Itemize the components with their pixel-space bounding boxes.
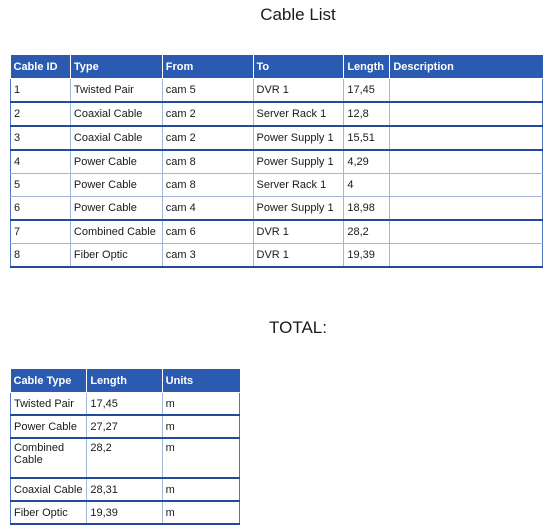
cell-cable-type[interactable]: Coaxial Cable (9, 477, 88, 502)
cell-from[interactable]: cam 5 (161, 78, 254, 103)
cell-cable-type[interactable]: Power Cable (9, 414, 88, 439)
cell-length[interactable]: 17,45 (343, 78, 391, 103)
cell-type[interactable]: Coaxial Cable (69, 125, 163, 151)
cell-to[interactable]: Power Supply 1 (252, 196, 345, 221)
cell-length[interactable]: 27,27 (86, 414, 163, 439)
page-title: Cable List (260, 5, 336, 24)
cell-units[interactable]: m (161, 414, 241, 439)
table-row: Fiber Optic 19,39 m (9, 500, 241, 525)
column-header-length: Length (343, 55, 391, 79)
column-header-type: Type (70, 55, 163, 79)
cell-cable-type[interactable]: Twisted Pair (9, 392, 88, 416)
cell-type[interactable]: Fiber Optic (69, 243, 163, 268)
cell-type[interactable]: Power Cable (69, 173, 163, 197)
cell-length[interactable]: 28,2 (86, 437, 163, 479)
cell-cable-id[interactable]: 8 (10, 243, 71, 268)
column-header-to: To (253, 55, 345, 79)
table-row: 7 Combined Cable cam 6 DVR 1 28,2 (10, 219, 543, 244)
cell-units[interactable]: m (161, 477, 241, 502)
cell-type[interactable]: Coaxial Cable (69, 101, 163, 127)
cell-to[interactable]: Power Supply 1 (252, 125, 345, 151)
table-row: 3 Coaxial Cable cam 2 Power Supply 1 15,… (10, 125, 543, 151)
total-table-header-row: Cable Type Length Units (10, 369, 240, 393)
cell-description[interactable] (389, 173, 543, 197)
cell-from[interactable]: cam 3 (161, 243, 254, 268)
cell-units[interactable]: m (161, 437, 241, 479)
cell-type[interactable]: Power Cable (69, 149, 163, 174)
cell-description[interactable] (389, 243, 543, 268)
cell-length[interactable]: 12,8 (343, 101, 391, 127)
column-header-cable-type: Cable Type (10, 369, 88, 393)
table-row: Power Cable 27,27 m (9, 414, 241, 439)
total-title: TOTAL: (269, 318, 327, 337)
cell-cable-id[interactable]: 1 (10, 78, 71, 103)
table-row: 5 Power Cable cam 8 Server Rack 1 4 (10, 173, 543, 197)
table-row: Coaxial Cable 28,31 m (9, 477, 241, 502)
cell-type[interactable]: Combined Cable (69, 219, 163, 244)
column-header-cable-id: Cable ID (10, 55, 71, 79)
cell-description[interactable] (389, 149, 543, 174)
cell-description[interactable] (389, 78, 543, 103)
cell-length[interactable]: 4,29 (343, 149, 391, 174)
cell-length[interactable]: 15,51 (343, 125, 391, 151)
cell-type[interactable]: Twisted Pair (69, 78, 163, 103)
cell-cable-id[interactable]: 7 (10, 219, 71, 244)
column-header-units: Units (162, 369, 240, 393)
table-row: Twisted Pair 17,45 m (9, 392, 241, 416)
cell-type[interactable]: Power Cable (69, 196, 163, 221)
cell-from[interactable]: cam 4 (161, 196, 254, 221)
cell-description[interactable] (389, 219, 543, 244)
cell-description[interactable] (389, 196, 543, 221)
table-row: 2 Coaxial Cable cam 2 Server Rack 1 12,8 (10, 101, 543, 127)
cell-cable-id[interactable]: 6 (10, 196, 71, 221)
cable-table-header-row: Cable ID Type From To Length Description (10, 55, 543, 79)
column-header-length: Length (86, 369, 163, 393)
cell-length[interactable]: 19,39 (86, 500, 163, 525)
table-row: 1 Twisted Pair cam 5 DVR 1 17,45 (10, 78, 543, 103)
cell-to[interactable]: DVR 1 (252, 219, 345, 244)
cell-cable-id[interactable]: 2 (10, 101, 71, 127)
cell-units[interactable]: m (161, 500, 241, 525)
cell-length[interactable]: 28,2 (343, 219, 391, 244)
cell-length[interactable]: 4 (343, 173, 391, 197)
column-header-from: From (162, 55, 254, 79)
cell-from[interactable]: cam 8 (161, 173, 254, 197)
cell-description[interactable] (389, 101, 543, 127)
cell-to[interactable]: Server Rack 1 (252, 173, 345, 197)
table-row: 8 Fiber Optic cam 3 DVR 1 19,39 (10, 243, 543, 268)
cell-from[interactable]: cam 6 (161, 219, 254, 244)
table-row: Combined Cable 28,2 m (9, 437, 241, 479)
column-header-description: Description (389, 55, 543, 79)
cell-from[interactable]: cam 2 (161, 101, 254, 127)
cell-length[interactable]: 18,98 (343, 196, 391, 221)
cell-length[interactable]: 28,31 (86, 477, 163, 502)
cell-cable-type[interactable]: Combined Cable (9, 437, 88, 479)
cell-length[interactable]: 19,39 (343, 243, 391, 268)
cell-units[interactable]: m (161, 392, 241, 416)
cable-list-table: Cable ID Type From To Length Description… (10, 55, 543, 268)
cell-to[interactable]: Power Supply 1 (252, 149, 345, 174)
cell-to[interactable]: DVR 1 (252, 78, 345, 103)
cell-cable-id[interactable]: 3 (10, 125, 71, 151)
cell-cable-type[interactable]: Fiber Optic (9, 500, 88, 525)
cell-to[interactable]: DVR 1 (252, 243, 345, 268)
total-table: Cable Type Length Units Twisted Pair 17,… (9, 369, 241, 525)
table-row: 6 Power Cable cam 4 Power Supply 1 18,98 (10, 196, 543, 221)
cell-from[interactable]: cam 8 (161, 149, 254, 174)
cell-to[interactable]: Server Rack 1 (252, 101, 345, 127)
cell-cable-id[interactable]: 4 (10, 149, 71, 174)
table-row: 4 Power Cable cam 8 Power Supply 1 4,29 (10, 149, 543, 174)
cell-cable-id[interactable]: 5 (10, 173, 71, 197)
cell-from[interactable]: cam 2 (161, 125, 254, 151)
cell-description[interactable] (389, 125, 543, 151)
cell-length[interactable]: 17,45 (86, 392, 163, 416)
